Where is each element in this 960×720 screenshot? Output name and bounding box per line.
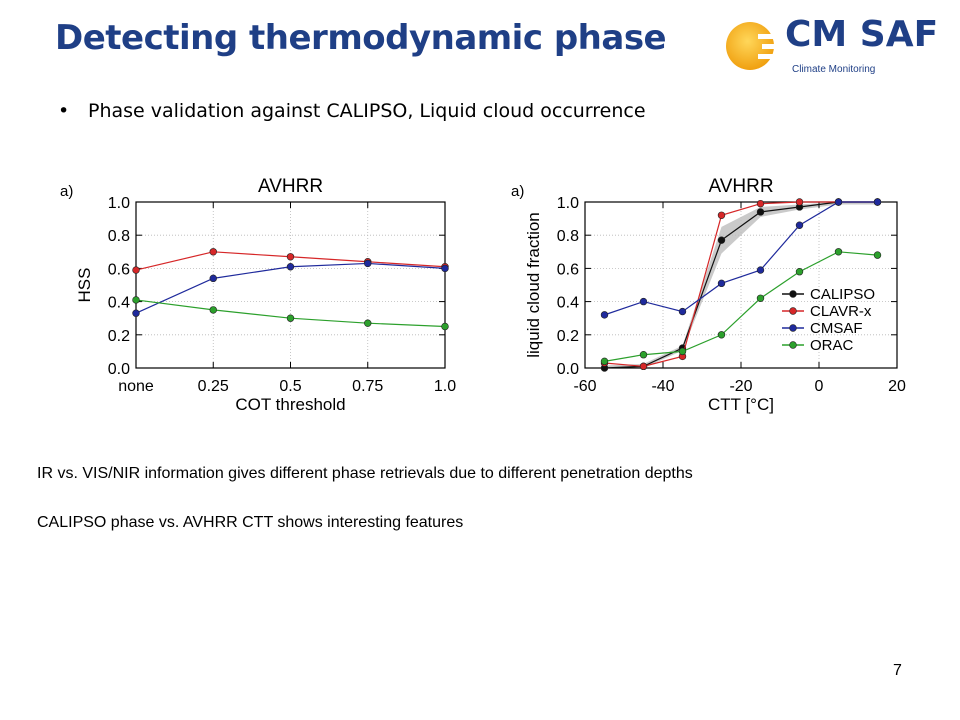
x-tick-label: 0.25 bbox=[198, 378, 229, 395]
data-point bbox=[717, 211, 726, 219]
sun-logo-icon bbox=[726, 22, 786, 70]
y-tick-label: 0.4 bbox=[557, 295, 579, 312]
x-tick-label: -40 bbox=[651, 378, 674, 395]
page-number: 7 bbox=[893, 662, 902, 679]
cm-saf-logo: CM SAF Climate Monitoring bbox=[722, 12, 938, 82]
bullet-text: Phase validation against CALIPSO, Liquid… bbox=[88, 100, 646, 122]
chart-title: AVHRR bbox=[258, 176, 323, 197]
legend-marker bbox=[789, 307, 797, 315]
data-point bbox=[639, 351, 648, 359]
chart-hss: 0.0 0.2 0.4 0.6 0.8 1.0 none 0.25 0.5 0.75 1.0 AVHR… bbox=[50, 160, 470, 435]
x-tick-label: 0 bbox=[815, 378, 824, 395]
data-point bbox=[678, 307, 687, 316]
series-line bbox=[604, 251, 878, 362]
chart-liquid-fraction: 0.0 0.2 0.4 0.6 0.8 1.0 -60 -40 -20 0 20 AVHRR a) CTT… bbox=[495, 160, 925, 435]
y-tick-label: 0.2 bbox=[108, 328, 130, 345]
data-point bbox=[756, 266, 765, 274]
x-axis-label: CTT [°C] bbox=[708, 395, 774, 414]
y-tick-label: 0.2 bbox=[557, 328, 579, 345]
data-point bbox=[286, 263, 295, 271]
data-point bbox=[209, 274, 217, 283]
data-point bbox=[286, 253, 295, 261]
legend-marker bbox=[789, 290, 797, 298]
data-point bbox=[132, 296, 140, 304]
data-point bbox=[364, 319, 372, 327]
data-point bbox=[756, 294, 765, 302]
legend-label: ORAC bbox=[810, 337, 854, 354]
data-point bbox=[441, 264, 449, 273]
x-tick-label: 20 bbox=[888, 378, 906, 395]
series-line bbox=[604, 201, 878, 367]
data-point bbox=[132, 309, 140, 317]
x-tick-label: none bbox=[118, 378, 154, 395]
legend-label: CALIPSO bbox=[810, 286, 875, 303]
data-point bbox=[639, 297, 648, 306]
y-tick-label: 1.0 bbox=[557, 195, 579, 212]
panel-label: a) bbox=[511, 183, 524, 200]
legend-label: CMSAF bbox=[810, 320, 863, 337]
data-point bbox=[717, 331, 726, 339]
slide-title: Detecting thermodynamic phase bbox=[55, 18, 667, 58]
data-point bbox=[600, 311, 609, 319]
logo-subtitle: Climate Monitoring bbox=[792, 64, 876, 75]
panel-label: a) bbox=[60, 183, 73, 200]
y-tick-label: 1.0 bbox=[108, 195, 130, 212]
x-tick-label: 1.0 bbox=[434, 378, 456, 395]
bullet-icon: • bbox=[58, 100, 70, 122]
data-point bbox=[441, 322, 449, 331]
data-point bbox=[209, 306, 217, 314]
data-point bbox=[132, 266, 140, 274]
y-tick-label: 0.0 bbox=[557, 361, 579, 378]
y-tick-label: 0.4 bbox=[108, 295, 130, 312]
note-1: IR vs. VIS/NIR information gives differe… bbox=[37, 465, 693, 482]
chart-title: AVHRR bbox=[708, 176, 773, 197]
x-tick-label: -60 bbox=[573, 378, 596, 395]
note-2: CALIPSO phase vs. AVHRR CTT shows intere… bbox=[37, 514, 464, 531]
data-point bbox=[600, 357, 609, 366]
data-point bbox=[717, 279, 726, 288]
legend-label: CLAVR-x bbox=[810, 303, 872, 320]
data-point bbox=[795, 268, 804, 276]
data-point bbox=[873, 251, 882, 259]
data-point bbox=[756, 199, 765, 208]
y-tick-label: 0.8 bbox=[108, 228, 130, 245]
data-point bbox=[639, 362, 648, 371]
y-axis-label: liquid cloud fraction bbox=[524, 212, 543, 358]
y-axis-label: HSS bbox=[75, 268, 94, 303]
data-point bbox=[364, 259, 372, 268]
bullet-point: • Phase validation against CALIPSO, Liqui… bbox=[58, 100, 646, 122]
series-line bbox=[604, 201, 878, 369]
liquid-fraction-chart-svg: 0.0 0.2 0.4 0.6 0.8 1.0 -60 -40 -20 0 20 AVHRR a) CTT… bbox=[511, 176, 906, 414]
legend-marker bbox=[789, 324, 797, 332]
x-tick-label: -20 bbox=[729, 378, 752, 395]
x-tick-label: 0.5 bbox=[279, 378, 301, 395]
data-point bbox=[286, 314, 295, 322]
data-point bbox=[209, 248, 217, 256]
data-point bbox=[834, 248, 843, 256]
data-point bbox=[834, 198, 843, 206]
x-tick-label: 0.75 bbox=[352, 378, 383, 395]
y-tick-label: 0.0 bbox=[108, 361, 130, 378]
hss-chart-svg: 0.0 0.2 0.4 0.6 0.8 1.0 none 0.25 0.5 0.75 1.0 AVHR… bbox=[60, 176, 456, 414]
y-tick-label: 0.6 bbox=[108, 261, 130, 278]
series-line bbox=[604, 201, 878, 316]
y-tick-label: 0.6 bbox=[557, 261, 579, 278]
data-point bbox=[795, 198, 804, 206]
legend-marker bbox=[789, 341, 797, 349]
data-point bbox=[795, 221, 804, 229]
y-tick-label: 0.8 bbox=[557, 228, 579, 245]
data-point bbox=[873, 198, 882, 206]
x-axis-label: COT threshold bbox=[235, 395, 345, 414]
data-point bbox=[717, 236, 726, 244]
data-point bbox=[756, 208, 765, 216]
calipso-uncertainty-band bbox=[604, 202, 878, 368]
logo-text: CM SAF bbox=[785, 14, 939, 55]
data-point bbox=[678, 347, 687, 356]
